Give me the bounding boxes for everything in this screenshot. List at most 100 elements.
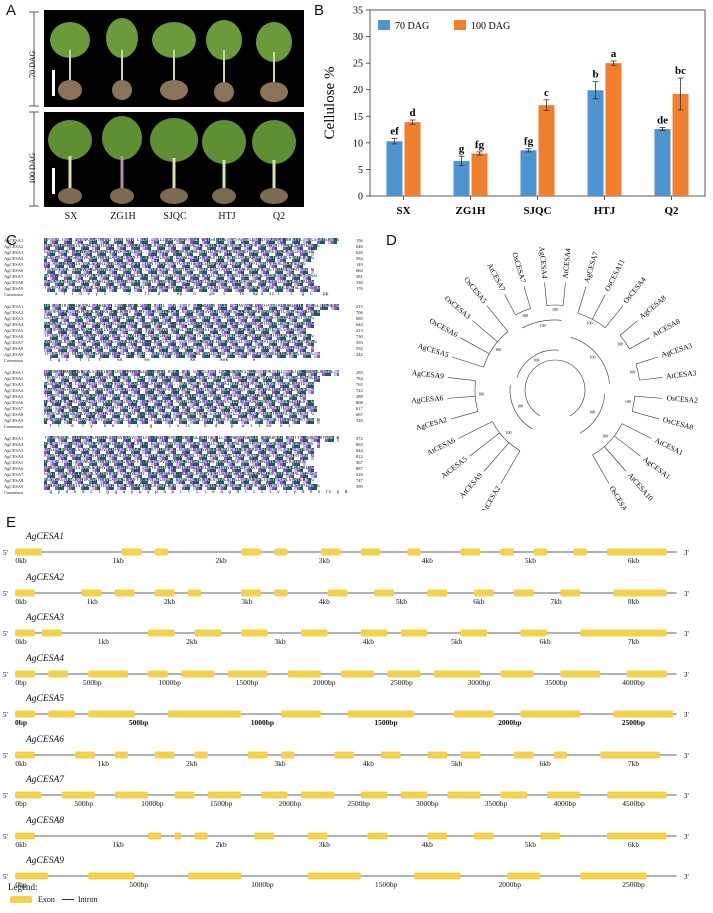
gene-row: AgCESA9 5' 3' 0bp 500bp 1000bp 1500bp 2000bp 250…	[0, 856, 713, 897]
gene-row: AgCESA8 5' 3' 0kb 1kb 2kb 3kb 4kb 5kb 6kb	[0, 816, 713, 857]
sequence-residues: TP.RPLTRK..ISNNKLSPYRIVI LRV LMV LGLF..Y…	[44, 370, 340, 376]
taxon-label: OsCESA5	[462, 275, 489, 305]
sequence-residues: TPNRPTPRK.NISPARKLSPYRVVI LRLIV LAIF..LR…	[44, 286, 320, 292]
residue-count: 242	[356, 352, 363, 357]
panel-c: C AgCESA1 TP.RPLTRK..ISNNKLSPYRIVI LRV LM…	[0, 230, 380, 510]
exon	[427, 751, 448, 758]
residue-count: 213	[356, 328, 363, 333]
exon	[360, 629, 388, 637]
exon	[15, 670, 35, 677]
taxon-label: OsCESA2	[666, 393, 698, 404]
exon	[61, 791, 95, 799]
exon	[300, 629, 328, 637]
sequence-name: AgCESA7	[4, 274, 24, 279]
exon	[500, 791, 528, 799]
exon	[247, 751, 268, 758]
leaf-branch	[592, 294, 606, 320]
sequence-name: AgCESA6	[4, 466, 24, 471]
panel-b: B 0 5 10 15 20 25 30 35 Cellulose % ef d SX g fg ZG1H f…	[310, 0, 713, 230]
sequence-residues: TP.RPLTRK..ISNNKLSPYRIVI LRV LMV LGLF..Y…	[44, 304, 340, 310]
residue-count: 722	[356, 388, 363, 393]
taxon-label: AtCESA9	[457, 471, 484, 500]
residue-count: 664	[356, 268, 363, 273]
scale-tick-label: 4kb	[362, 758, 375, 768]
exon	[367, 832, 388, 839]
scale-tick-label: 1500bp	[209, 799, 233, 808]
residue-count: 784	[356, 376, 363, 381]
residue-count: 822	[356, 454, 363, 459]
scale-tick-label: 2kb	[186, 637, 198, 646]
sequence-residues: TP.RPLTRK..ISNNKLSPYRIVIVLRLIVLGFF..YRVT…	[44, 394, 306, 400]
residue-count: 584	[356, 256, 363, 261]
y-tick-label: 5	[358, 165, 363, 176]
leaf-branch	[460, 337, 490, 355]
scale-tick-label: 0bp	[15, 677, 27, 687]
sequence-residues: AGSMSKGSFSSRSLVKLSPYRIVIALRLIVLAFF..LRYR…	[44, 478, 314, 484]
alignment-block: AgCESA1 TP.RPLTRK..ISNNKLSPYRIVI LRV LMV …	[0, 370, 380, 434]
scale-tick-label: 6kb	[627, 839, 640, 849]
panel-letter-a: A	[6, 2, 17, 19]
taxon-label: AtCESA8	[651, 316, 682, 339]
sequence-residues: TPNRPTPRK.NISPAKLSPYRVVIVLRLIVLAIF..LRYR…	[44, 466, 314, 472]
scale-tick-label: 2kb	[186, 758, 198, 768]
bootstrap-value: 100	[517, 404, 523, 409]
scale-tick-label: 1000bp	[251, 880, 274, 889]
sequence-name: AgCESA2	[4, 244, 24, 249]
legend-intron-line	[62, 899, 74, 900]
sequence-residues: AGSMSKGSFSSRSLVKLSPYRIVIALRLIVLAFF..LRYR…	[44, 280, 314, 286]
sequence-residues: TP.RPLTRK..ISNNKLSPYRIVIVLRLIVLGFF..YRVT…	[44, 460, 306, 466]
sequence-residues: TP.RPLTRK..ISNNKLSPYRIVIVLRLIVLGFF..YRVT…	[44, 328, 306, 334]
bar	[520, 150, 537, 196]
exon	[241, 589, 262, 596]
taxon-label: OsCESA3	[443, 294, 473, 321]
gene-structure: 5' 3'	[3, 589, 689, 598]
sequence-residues: GSSEPLNRK..LSNVKLSPYRVVIFFVRLIVLGLF..LRY…	[44, 250, 314, 256]
sequence-residues: TPNRPTPRK.NISPARKLSPYRVVI LRLIV LAIF..LR…	[44, 376, 320, 382]
exon	[114, 791, 148, 799]
scale-tick-label: 2500bp	[390, 677, 413, 687]
residue-count: 706	[356, 310, 363, 315]
exon	[613, 589, 667, 596]
scale-tick-label: 1kb	[112, 556, 124, 565]
exon	[15, 872, 49, 880]
exon	[460, 548, 481, 556]
leaf-branch	[631, 411, 660, 420]
scale-tick-label: 4000bp	[622, 677, 645, 687]
gene-name: AgCESA7	[26, 775, 64, 785]
residue-count: 626	[356, 250, 363, 255]
scale-tick-label: 5kb	[451, 758, 463, 768]
exon	[327, 589, 348, 596]
sequence-residues: GSSEPLNRK..LSNVKLSPYRVVIFFVRLIVLGLF..LRY…	[44, 382, 314, 388]
exon	[460, 751, 481, 758]
exon	[433, 670, 481, 677]
gene-row: AgCESA2 5' 3' 0kb 1kb 2kb 3kb 4kb 5kb 6kb 7kb 8kb	[0, 573, 713, 614]
exon	[513, 589, 534, 596]
scale-tick-label: 500bp	[82, 677, 102, 687]
leaf-branch	[604, 446, 627, 472]
scale-tick-label: 2kb	[215, 556, 227, 565]
residue-count: 808	[356, 400, 363, 405]
residue-count: 367	[356, 460, 363, 465]
exon	[613, 710, 674, 718]
exon	[606, 548, 667, 556]
bar	[471, 153, 488, 196]
sequence-name: AgCESA9	[4, 286, 24, 291]
x-tick-label: SJQC	[523, 205, 551, 217]
exon	[513, 751, 534, 758]
exon	[194, 751, 208, 758]
leaf-branch	[621, 423, 652, 439]
bootstrap-value: 100	[625, 399, 631, 404]
bootstrap-value: 100	[617, 341, 623, 346]
exon	[15, 832, 35, 839]
leaf-branch	[619, 320, 638, 336]
scale-tick-label: 500bp	[128, 718, 149, 727]
three-prime-label: 3'	[684, 671, 689, 679]
sequence-residues: AGSMSKGSFSSRSLVKLSPYRIVIALRLIVLAFF..LRYR…	[44, 346, 314, 352]
exon	[500, 548, 514, 556]
exon	[241, 548, 262, 556]
exon	[473, 589, 494, 596]
leaf-branch	[483, 442, 510, 472]
sequence-name: AgCESA4	[4, 454, 24, 459]
leaf-branch	[614, 435, 641, 457]
